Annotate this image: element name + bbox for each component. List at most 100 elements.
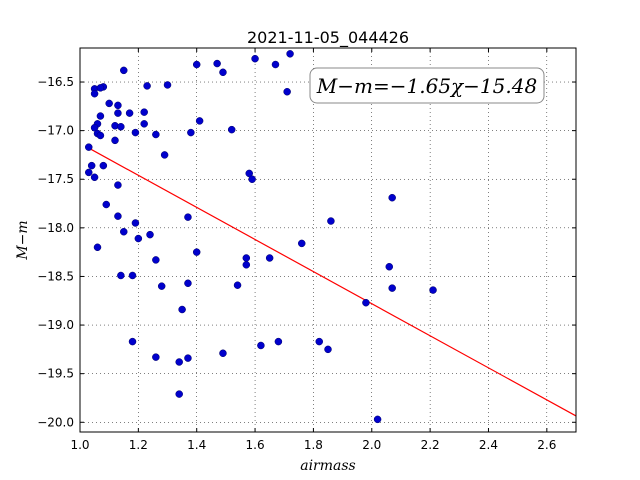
data-points [85, 50, 437, 424]
data-point [140, 120, 148, 128]
data-point [152, 353, 160, 361]
data-point [114, 101, 122, 110]
data-point [93, 243, 102, 252]
data-point [286, 50, 294, 58]
x-tick-label: 1.4 [187, 438, 206, 452]
data-point [265, 254, 274, 262]
x-tick-label: 1.8 [304, 438, 323, 452]
data-point [163, 81, 172, 89]
data-point [219, 68, 227, 77]
x-tick-label: 2.6 [537, 438, 556, 452]
data-point [152, 130, 160, 139]
x-tick-label: 2.4 [479, 438, 498, 452]
data-point [324, 345, 332, 354]
data-point [388, 284, 396, 292]
data-point [192, 248, 201, 256]
data-point [233, 281, 242, 289]
fit-line [88, 147, 577, 417]
axis-ticks: 1.0 1.2 1.4 1.6 1.8 2.0 2.2 2.4 2.6 −16.5 −17.0 −17… [37, 48, 576, 452]
data-point [157, 282, 166, 290]
fit-equation-annotation: M−m=−1.65χ−15.48 [316, 74, 537, 98]
data-point [102, 200, 111, 209]
data-point [160, 151, 169, 159]
data-point [120, 66, 128, 75]
data-point [248, 175, 256, 183]
data-point [271, 60, 280, 69]
data-point [114, 109, 122, 117]
data-point [114, 212, 122, 220]
data-point [146, 230, 154, 239]
data-point [111, 136, 119, 145]
data-point [85, 143, 93, 151]
fit-line-group [88, 147, 577, 417]
data-point [134, 234, 143, 243]
y-tick-label: −17.5 [37, 172, 74, 186]
x-tick-label: 2.2 [421, 438, 440, 452]
data-point [114, 181, 122, 189]
x-tick-label: 2.0 [362, 438, 381, 452]
y-tick-label: −18.5 [37, 269, 74, 283]
x-tick-label: 1.2 [129, 438, 148, 452]
y-tick-label: −18.0 [37, 221, 74, 235]
data-point [131, 128, 140, 137]
data-point [257, 341, 265, 350]
y-tick-label: −19.0 [37, 318, 74, 332]
data-point [152, 256, 160, 264]
data-point [96, 131, 105, 140]
data-point [143, 82, 151, 90]
y-tick-label: −17.0 [37, 124, 74, 138]
data-point [90, 89, 99, 98]
data-point [429, 286, 437, 294]
data-point [195, 117, 204, 125]
data-point [90, 173, 99, 182]
data-point [125, 109, 134, 117]
data-point [131, 219, 140, 227]
data-point [242, 254, 251, 262]
data-point [117, 122, 125, 131]
plot-area-frame [79, 47, 577, 433]
data-point [128, 271, 137, 280]
data-point [219, 349, 227, 358]
y-axis-label: M−m [15, 220, 31, 260]
data-point [227, 125, 236, 134]
y-tick-label: −16.5 [37, 75, 74, 89]
data-point [184, 213, 192, 221]
data-point [120, 227, 128, 236]
data-point [128, 337, 137, 346]
data-point [117, 271, 125, 280]
data-point [274, 337, 283, 346]
data-point [175, 390, 183, 398]
data-point [388, 193, 396, 202]
data-point [96, 112, 105, 120]
data-point [327, 217, 335, 225]
x-tick-label: 1.6 [246, 438, 265, 452]
y-tick-label: −20.0 [37, 415, 74, 429]
data-point [178, 305, 186, 314]
data-point [184, 354, 192, 362]
y-tick-label: −19.5 [37, 367, 74, 381]
annotation-box [309, 67, 545, 104]
data-point [87, 161, 96, 170]
chart-title: 2021-11-05_044426 [247, 28, 409, 48]
data-point [175, 358, 183, 366]
data-point [283, 87, 291, 96]
data-point [187, 128, 195, 137]
data-point [373, 415, 382, 424]
x-axis-label: airmass [300, 458, 356, 474]
x-tick-label: 1.0 [70, 438, 89, 452]
data-point [297, 239, 306, 248]
data-point [385, 262, 394, 271]
data-point [96, 84, 105, 92]
data-point [192, 60, 201, 69]
grid-lines [79, 48, 576, 432]
data-point [362, 298, 370, 307]
data-point [85, 168, 93, 177]
data-point [213, 59, 221, 68]
data-point [99, 161, 108, 170]
data-point [251, 54, 259, 63]
data-point [184, 279, 192, 288]
data-point [315, 337, 323, 346]
data-point [140, 108, 148, 116]
data-point [242, 261, 251, 269]
